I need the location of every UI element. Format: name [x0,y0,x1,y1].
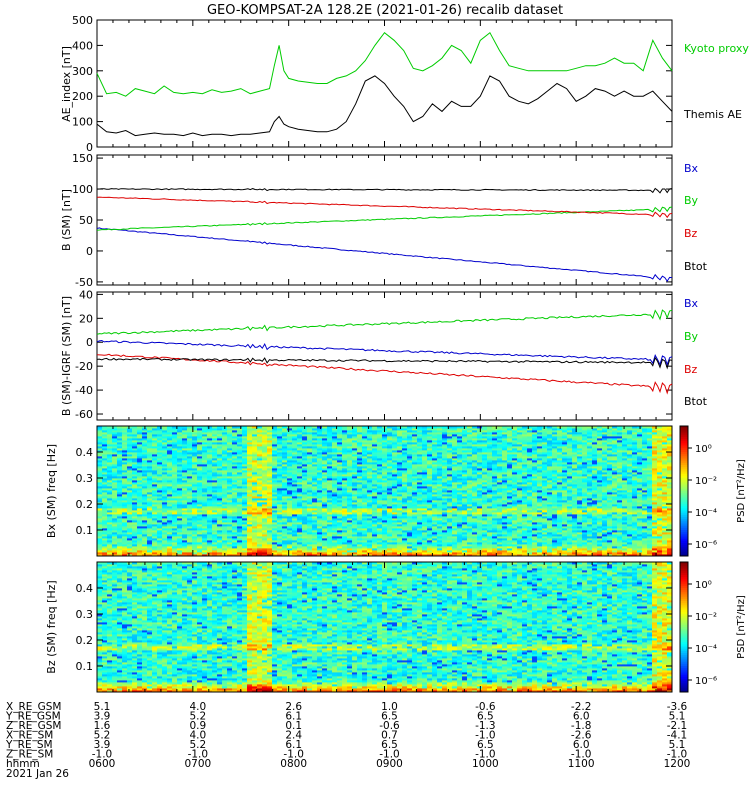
legend-btot: Btot [684,260,708,273]
y-tick-label: 300 [72,65,93,78]
chart-title: GEO-KOMPSAT-2A 128.2E (2021-01-26) recal… [207,3,563,18]
bx-spectrogram-panel: 0.10.20.30.4 Bx (SM) freq [Hz] 10⁰10⁻²10… [45,426,747,557]
y-tick-label: 150 [72,152,93,165]
y-tick-label: 500 [72,14,93,27]
y-tick-label: -20 [75,360,93,373]
y-tick-label: 40 [79,288,93,301]
y-tick-label: 100 [72,116,93,129]
y-tick-label: 0 [86,336,93,349]
legend-by-igrf: By [684,330,699,343]
y-tick-label: 50 [79,214,93,227]
legend-themis-ae: Themis AE [683,108,742,121]
y-tick-label: -60 [75,408,93,421]
legend-bz: Bz [684,227,698,240]
b-igrf-y-label: B (SM)-IGRF (SM) [nT] [60,296,73,416]
legend-bx: Bx [684,162,699,175]
legend-by: By [684,194,699,207]
y-tick-label: 400 [72,39,93,52]
y-tick-label: 200 [72,90,93,103]
ae-y-label: AE_index [nT] [60,46,73,122]
y-tick-label: -50 [75,276,93,289]
y-tick-label: 0 [86,245,93,258]
legend-bx-igrf: Bx [684,297,699,310]
y-tick-label: -40 [75,384,93,397]
bx-spectrogram [97,426,672,556]
legend-kyoto-proxy-ae: Kyoto proxy AE [684,42,750,55]
y-tick-label: 100 [72,183,93,196]
b-sm-panel: -50 0 50 100 150 B (SM) [nT] Bx By Bz Btot [60,152,708,289]
legend-bz-igrf: Bz [684,363,698,376]
legend-btot-igrf: Btot [684,395,708,408]
b-sm-y-label: B (SM) [nT] [60,189,73,251]
y-tick-label: 20 [79,312,93,325]
